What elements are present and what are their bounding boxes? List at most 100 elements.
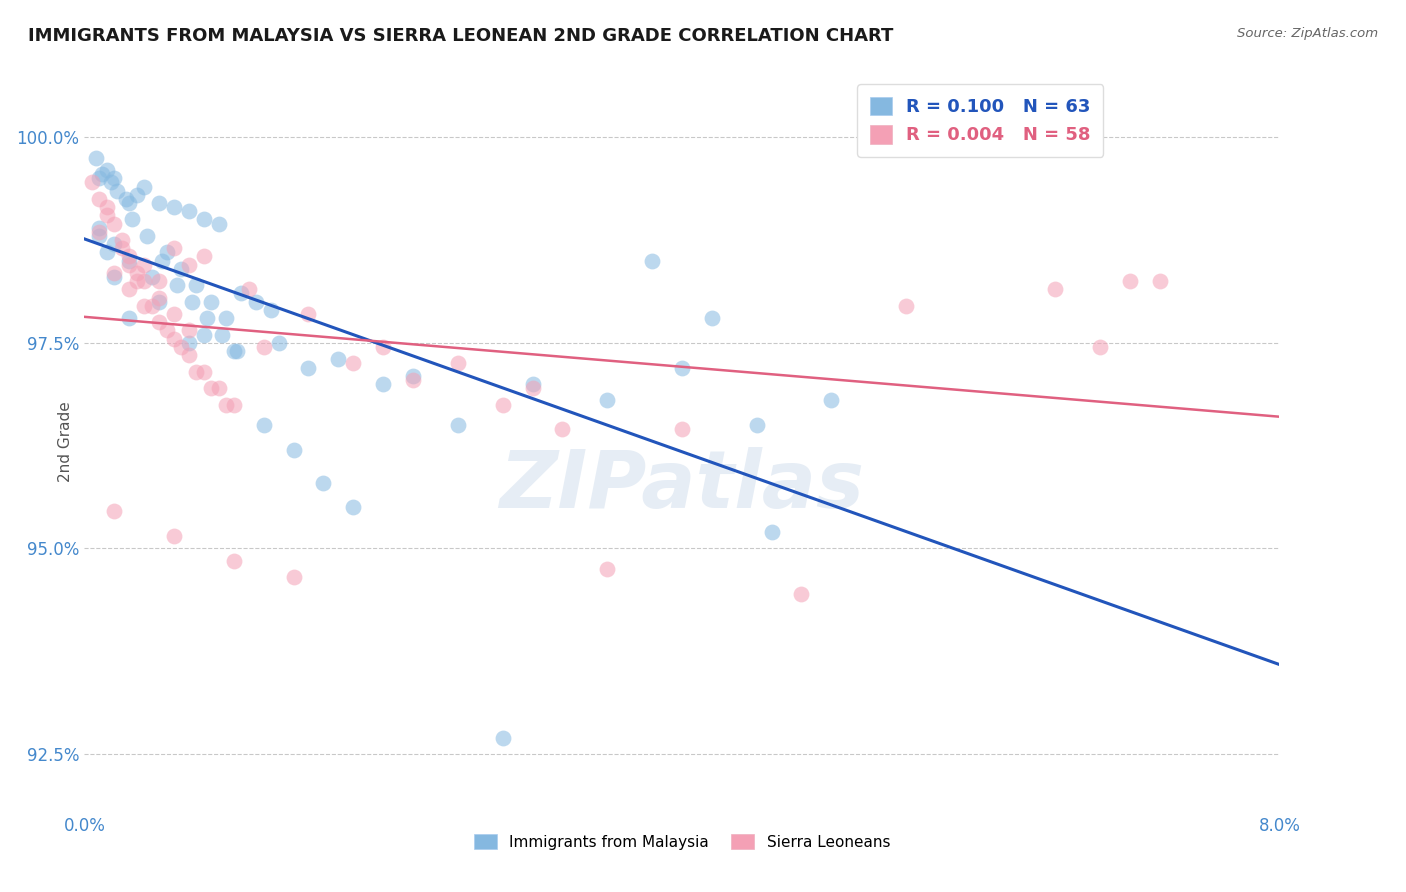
Point [132, 299, 156, 313]
Point [170, 340, 193, 354]
Point [155, 323, 177, 337]
Point [402, 373, 425, 387]
Point [641, 253, 664, 268]
Point [222, 397, 245, 411]
Point [125, 187, 148, 202]
Point [177, 323, 200, 337]
Point [1045, 282, 1067, 296]
Point [118, 311, 141, 326]
Point [105, 184, 128, 198]
Point [103, 237, 125, 252]
Point [551, 422, 574, 436]
Point [671, 360, 693, 375]
Point [215, 397, 238, 411]
Point [1119, 274, 1142, 288]
Point [132, 258, 156, 272]
Point [177, 335, 200, 350]
Point [297, 307, 319, 321]
Point [86, 151, 108, 165]
Point [103, 270, 125, 285]
Point [596, 562, 619, 576]
Point [166, 278, 188, 293]
Point [1149, 274, 1171, 288]
Point [155, 245, 177, 260]
Point [89, 225, 111, 239]
Point [222, 344, 245, 359]
Point [115, 192, 138, 206]
Point [118, 253, 141, 268]
Point [200, 294, 222, 309]
Point [163, 529, 186, 543]
Point [820, 393, 842, 408]
Point [103, 504, 125, 518]
Point [312, 475, 335, 490]
Point [148, 294, 170, 309]
Point [148, 274, 170, 288]
Point [238, 282, 260, 296]
Point [89, 228, 111, 243]
Text: IMMIGRANTS FROM MALAYSIA VS SIERRA LEONEAN 2ND GRADE CORRELATION CHART: IMMIGRANTS FROM MALAYSIA VS SIERRA LEONE… [28, 27, 893, 45]
Legend: Immigrants from Malaysia, Sierra Leoneans: Immigrants from Malaysia, Sierra Leonean… [468, 828, 896, 856]
Point [100, 175, 122, 189]
Point [96, 163, 118, 178]
Point [150, 253, 173, 268]
Point [170, 261, 193, 276]
Point [80, 175, 103, 189]
Point [181, 294, 204, 309]
Point [193, 249, 215, 263]
Point [195, 311, 218, 326]
Point [96, 208, 118, 222]
Point [522, 381, 544, 395]
Point [103, 266, 125, 280]
Point [193, 365, 215, 379]
Point [125, 274, 148, 288]
Point [148, 315, 170, 329]
Point [894, 299, 917, 313]
Point [222, 554, 245, 568]
Point [121, 212, 143, 227]
Point [91, 167, 114, 181]
Point [283, 570, 305, 584]
Point [103, 217, 125, 231]
Point [225, 344, 247, 359]
Point [215, 311, 238, 326]
Point [492, 731, 515, 745]
Point [177, 348, 200, 362]
Point [342, 356, 364, 370]
Point [136, 228, 159, 243]
Point [761, 524, 783, 539]
Point [141, 270, 163, 285]
Point [447, 356, 470, 370]
Point [671, 422, 693, 436]
Point [96, 200, 118, 214]
Point [373, 340, 395, 354]
Point [148, 291, 170, 305]
Point [231, 286, 253, 301]
Point [790, 587, 813, 601]
Point [253, 418, 276, 433]
Point [447, 418, 470, 433]
Point [177, 204, 200, 219]
Point [111, 241, 134, 255]
Point [118, 196, 141, 211]
Point [522, 376, 544, 391]
Point [402, 368, 425, 383]
Point [208, 381, 231, 395]
Point [373, 376, 395, 391]
Point [96, 245, 118, 260]
Point [200, 381, 222, 395]
Point [245, 294, 267, 309]
Point [260, 302, 283, 317]
Point [132, 274, 156, 288]
Text: ZIPatlas: ZIPatlas [499, 447, 865, 525]
Point [745, 418, 768, 433]
Point [211, 327, 233, 342]
Point [186, 365, 208, 379]
Point [132, 179, 156, 194]
Point [163, 332, 186, 346]
Point [177, 258, 200, 272]
Point [103, 171, 125, 186]
Point [111, 233, 134, 247]
Point [596, 393, 619, 408]
Point [492, 397, 515, 411]
